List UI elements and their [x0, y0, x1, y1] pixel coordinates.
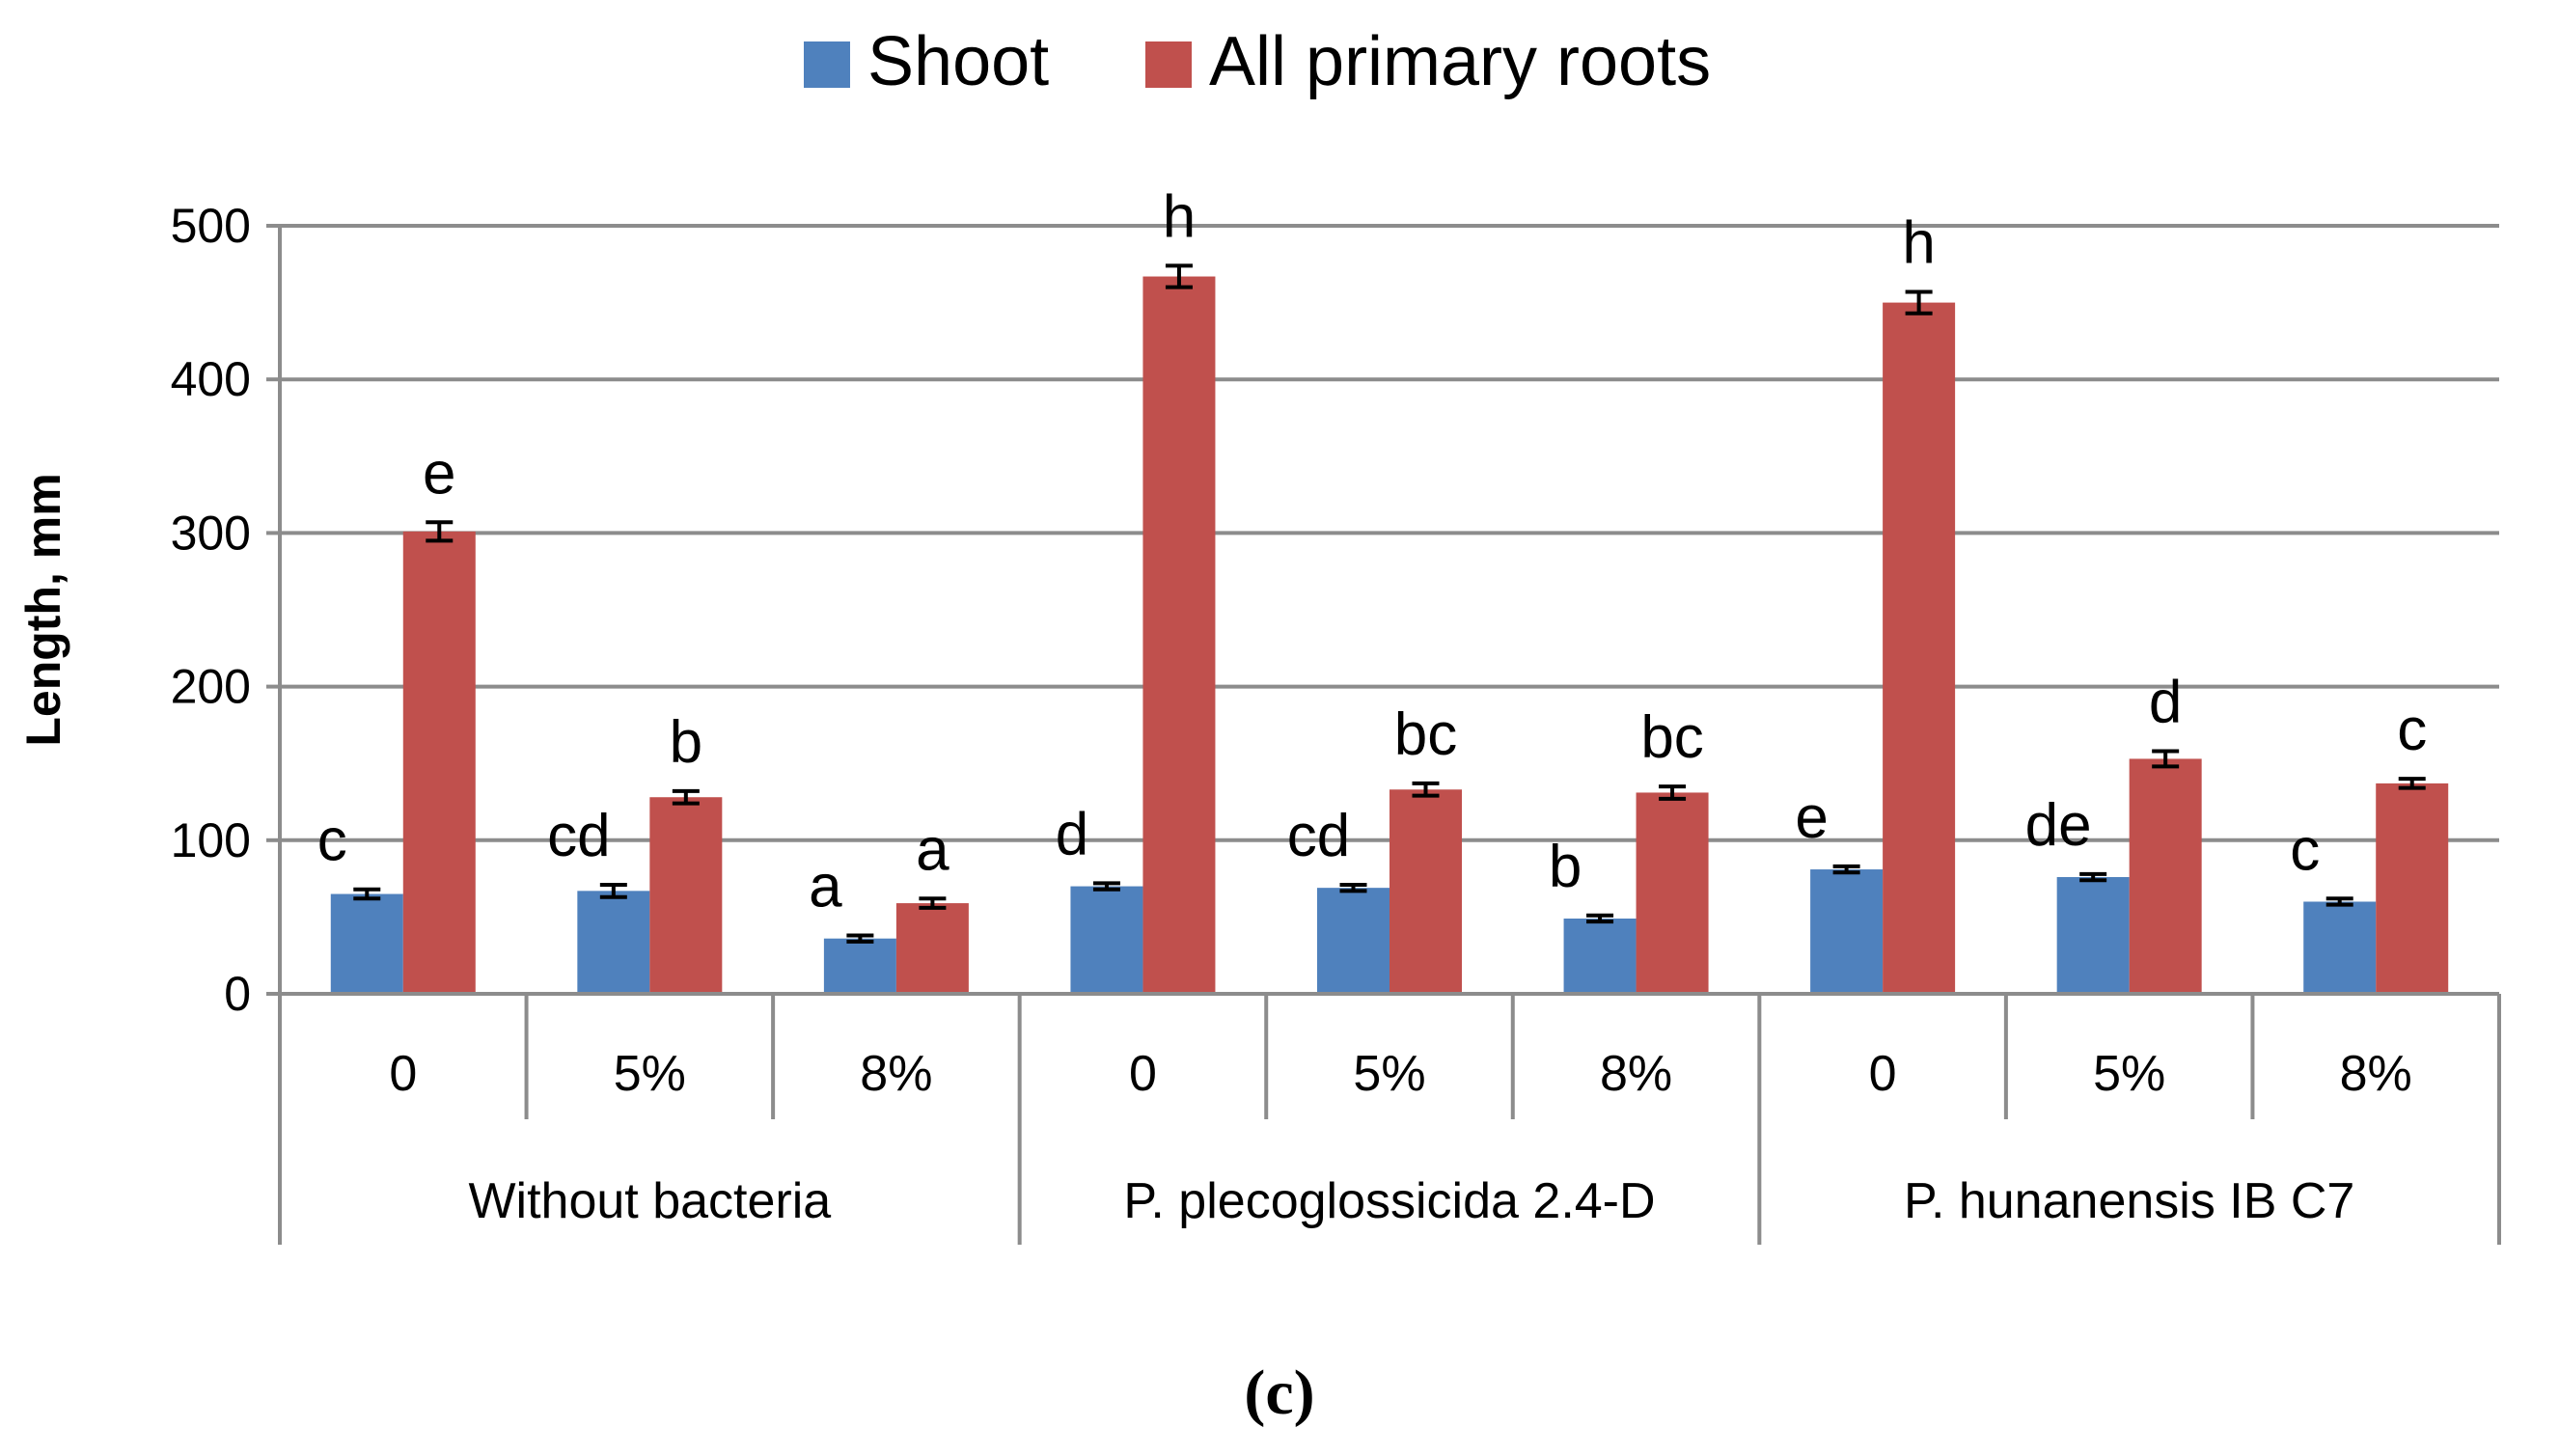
- bar-roots: [1636, 792, 1709, 994]
- x-category-label: 0: [389, 1046, 417, 1102]
- x-category-label: 0: [1869, 1046, 1897, 1102]
- legend-label-roots: All primary roots: [1209, 23, 1711, 100]
- x-group-label: P. hunanensis IB C7: [1904, 1173, 2354, 1229]
- significance-letter: bc: [1640, 704, 1703, 771]
- y-tick-labels: 0 100 200 300 400 500: [171, 199, 251, 1021]
- x-category-label: 0: [1129, 1046, 1157, 1102]
- y-tick-label: 0: [224, 967, 251, 1021]
- y-tick-label: 400: [171, 352, 251, 406]
- x-group-label: P. plecoglossicida 2.4-D: [1123, 1173, 1655, 1229]
- bars: [330, 276, 2449, 995]
- significance-letter: d: [2149, 669, 2182, 735]
- gridlines: [280, 224, 2499, 842]
- bar-roots: [2376, 783, 2449, 994]
- legend-swatch-shoot: [804, 41, 850, 88]
- bar-shoot: [1810, 869, 1884, 994]
- bar-roots: [1883, 302, 1956, 995]
- significance-letter: c: [2290, 816, 2320, 883]
- x-category-label: 8%: [860, 1046, 932, 1102]
- significance-letter: b: [670, 709, 702, 776]
- significance-letter: cd: [547, 803, 610, 869]
- error-bars: [353, 263, 2426, 944]
- bar-shoot: [1070, 886, 1143, 994]
- significance-letter: e: [423, 440, 455, 507]
- significance-letter: d: [1056, 801, 1088, 867]
- x-group-label: Without bacteria: [468, 1173, 831, 1229]
- bar-shoot: [823, 938, 896, 994]
- significance-letter: de: [2025, 792, 2092, 859]
- panel-label: (c): [1244, 1358, 1314, 1428]
- bar-shoot: [330, 893, 403, 994]
- significance-letter: a: [916, 816, 949, 883]
- significance-letter: h: [1902, 209, 1935, 276]
- bar-shoot: [2303, 901, 2377, 994]
- bar-roots: [402, 531, 476, 994]
- legend-swatch-roots: [1145, 41, 1192, 88]
- x-axis-labels: 0 5% 8% 0 5% 8% 0 5% 8% Without bacteria P. plecog…: [389, 1046, 2411, 1229]
- y-tick-label: 500: [171, 199, 251, 253]
- legend: Shoot All primary roots: [804, 23, 1711, 100]
- x-category-label: 5%: [2093, 1046, 2165, 1102]
- significance-letter: c: [317, 808, 347, 874]
- bar-shoot: [1317, 888, 1390, 994]
- bar-roots: [1142, 276, 1216, 994]
- bar-shoot: [577, 891, 650, 994]
- significance-letter: b: [1549, 834, 1582, 900]
- significance-letter: h: [1163, 183, 1196, 250]
- y-tick-label: 200: [171, 660, 251, 714]
- significance-letter: bc: [1394, 701, 1457, 768]
- significance-letter: c: [2397, 697, 2427, 763]
- significance-letter: cd: [1287, 803, 1350, 869]
- significance-letter: e: [1795, 784, 1828, 851]
- x-category-label: 5%: [614, 1046, 686, 1102]
- bar-roots: [649, 797, 723, 994]
- bar-roots: [2129, 758, 2202, 994]
- x-category-label: 8%: [1600, 1046, 1672, 1102]
- significance-letter: a: [809, 854, 842, 920]
- bar-shoot: [1563, 918, 1637, 994]
- y-tick-label: 300: [171, 506, 251, 560]
- axes: [266, 224, 2501, 1245]
- y-tick-label: 100: [171, 813, 251, 867]
- y-axis-title: Length, mm: [16, 473, 70, 746]
- bar-roots: [895, 903, 969, 994]
- bar-roots: [1390, 789, 1462, 994]
- legend-label-shoot: Shoot: [867, 23, 1049, 100]
- bar-shoot: [2056, 877, 2130, 994]
- x-category-label: 5%: [1353, 1046, 1425, 1102]
- x-category-label: 8%: [2340, 1046, 2412, 1102]
